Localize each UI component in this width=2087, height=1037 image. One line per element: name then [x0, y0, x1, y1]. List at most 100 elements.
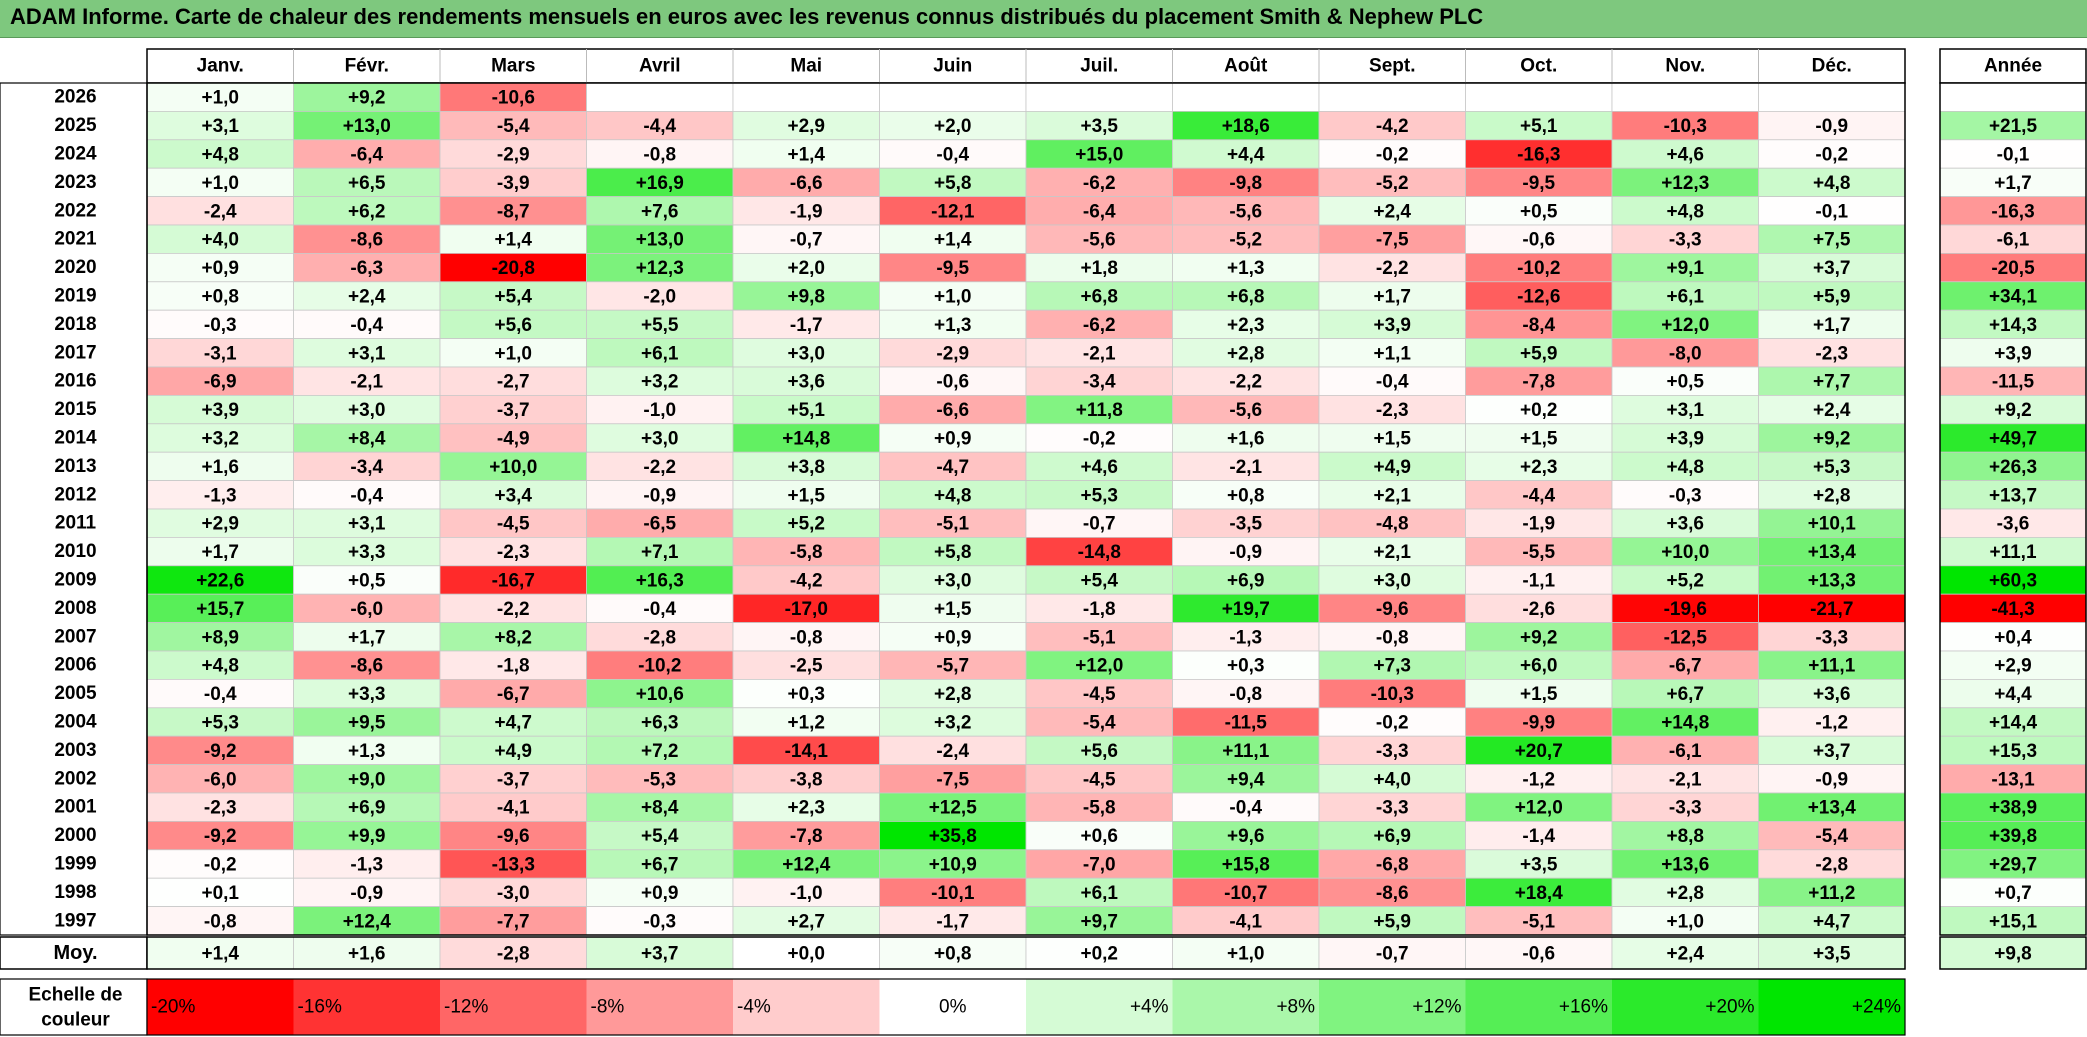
scale-stop-label: -4%	[737, 997, 771, 1018]
cell-value: +5,5	[641, 315, 679, 336]
cell-value: -0,3	[643, 911, 676, 932]
cell-value: +5,3	[1080, 485, 1118, 506]
cell-value: -3,1	[204, 343, 237, 364]
cell-value: -2,3	[1376, 400, 1409, 421]
heatmap-cell	[586, 252, 734, 283]
cell-value: -1,7	[936, 911, 969, 932]
cell-value: +6,7	[1666, 684, 1704, 705]
cell-value: -0,3	[1669, 485, 1702, 506]
heatmap-cell	[879, 508, 1027, 538]
cell-value: +13,6	[1661, 855, 1709, 876]
heatmap-cell	[1172, 622, 1320, 652]
cell-value: +1,8	[1080, 258, 1118, 279]
cell-value: -2,2	[497, 599, 530, 620]
annual-value: -0,1	[1997, 145, 2030, 166]
cell-value: -0,4	[350, 485, 383, 506]
heatmap-cell	[1611, 565, 1759, 595]
cell-value: +10,6	[636, 684, 684, 705]
heatmap-cell	[1318, 593, 1466, 624]
heatmap-cell	[1318, 650, 1466, 680]
cell-value: -6,2	[1083, 173, 1116, 194]
row-year-label: 2024	[54, 144, 97, 165]
cell-value: -5,4	[1083, 713, 1116, 734]
heatmap-cell	[1318, 537, 1466, 567]
cell-value: +6,9	[1227, 571, 1265, 592]
cell-value: -13,3	[492, 855, 535, 876]
cell-value: +7,2	[641, 741, 679, 762]
heatmap-cell	[146, 111, 294, 141]
heatmap-cell	[1758, 537, 1906, 567]
cell-value: +5,6	[494, 315, 532, 336]
heatmap-cell	[146, 252, 294, 283]
heatmap-cell	[1172, 281, 1320, 311]
annual-cell	[1939, 451, 2087, 482]
cell-value: +5,8	[934, 542, 972, 563]
cell-value: -2,9	[497, 145, 530, 166]
cell-value: +0,3	[787, 684, 825, 705]
cell-value: +3,2	[201, 429, 239, 450]
cell-value: -5,4	[497, 116, 530, 137]
row-year-label: 2017	[54, 342, 96, 363]
heatmap-cell	[1611, 196, 1759, 226]
cell-value: -2,1	[1669, 769, 1702, 790]
cell-value: -0,2	[1376, 713, 1409, 734]
annual-cell	[1939, 849, 2087, 879]
cell-value: +7,6	[641, 201, 679, 222]
cell-value: -10,7	[1224, 883, 1267, 904]
heatmap-cell	[879, 224, 1027, 254]
heatmap-cell	[732, 366, 880, 396]
cell-value: +4,8	[201, 145, 239, 166]
cell-value: -6,4	[350, 145, 383, 166]
heatmap-cell	[1318, 139, 1466, 169]
cell-value: +1,7	[201, 542, 239, 563]
cell-value: -6,5	[643, 514, 676, 535]
cell-value: +4,8	[201, 656, 239, 677]
cell-value: +12,4	[343, 911, 392, 932]
annual-value: +29,7	[1989, 855, 2037, 876]
heatmap-cell	[1318, 366, 1466, 396]
heatmap-cell	[1465, 281, 1613, 311]
heatmap-cell	[879, 366, 1027, 396]
cell-value: -2,3	[1815, 343, 1848, 364]
heatmap-cell	[439, 224, 587, 254]
month-header: Avril	[639, 56, 681, 77]
heatmap-cell	[293, 537, 441, 567]
heatmap-cell	[439, 366, 587, 396]
cell-value: +7,3	[1373, 656, 1411, 677]
cell-value: -1,1	[1522, 571, 1555, 592]
heatmap-cell	[293, 309, 441, 340]
annual-cell	[1939, 821, 2087, 851]
cell-value: -6,9	[204, 372, 237, 393]
cell-value: -9,2	[204, 741, 237, 762]
heatmap-cell	[1172, 764, 1320, 794]
heatmap-cell	[586, 707, 734, 737]
heatmap-cell	[1318, 906, 1466, 936]
heatmap-cell	[732, 849, 880, 879]
heatmap-cell	[293, 167, 441, 197]
heatmap-cell	[1611, 821, 1759, 851]
scale-swatch	[1465, 979, 1612, 1035]
average-value: +1,0	[1227, 944, 1265, 965]
scale-swatch	[147, 979, 294, 1035]
cell-value: +3,5	[1080, 116, 1118, 137]
cell-value: +2,8	[1666, 883, 1704, 904]
cell-value: -3,0	[497, 883, 530, 904]
heatmap-cell	[732, 508, 880, 538]
cell-value: +3,4	[494, 485, 532, 506]
heatmap-cell	[1172, 111, 1320, 141]
heatmap-cell	[1758, 111, 1906, 141]
row-year-label: 2022	[54, 200, 96, 221]
cell-value: -9,2	[204, 826, 237, 847]
scale-stop-label: +16%	[1559, 997, 1608, 1018]
heatmap-cell	[1172, 394, 1320, 425]
heatmap-cell	[879, 338, 1027, 368]
heatmap-cell	[1172, 906, 1320, 936]
cell-value: -5,7	[936, 656, 969, 677]
cell-value: -2,9	[936, 343, 969, 364]
cell-value: +9,2	[348, 88, 386, 109]
cell-value: -3,4	[1083, 372, 1116, 393]
cell-value: -3,8	[790, 769, 823, 790]
cell-value: -0,9	[643, 485, 676, 506]
cell-value: -2,2	[1376, 258, 1409, 279]
cell-value: -4,7	[936, 457, 969, 478]
